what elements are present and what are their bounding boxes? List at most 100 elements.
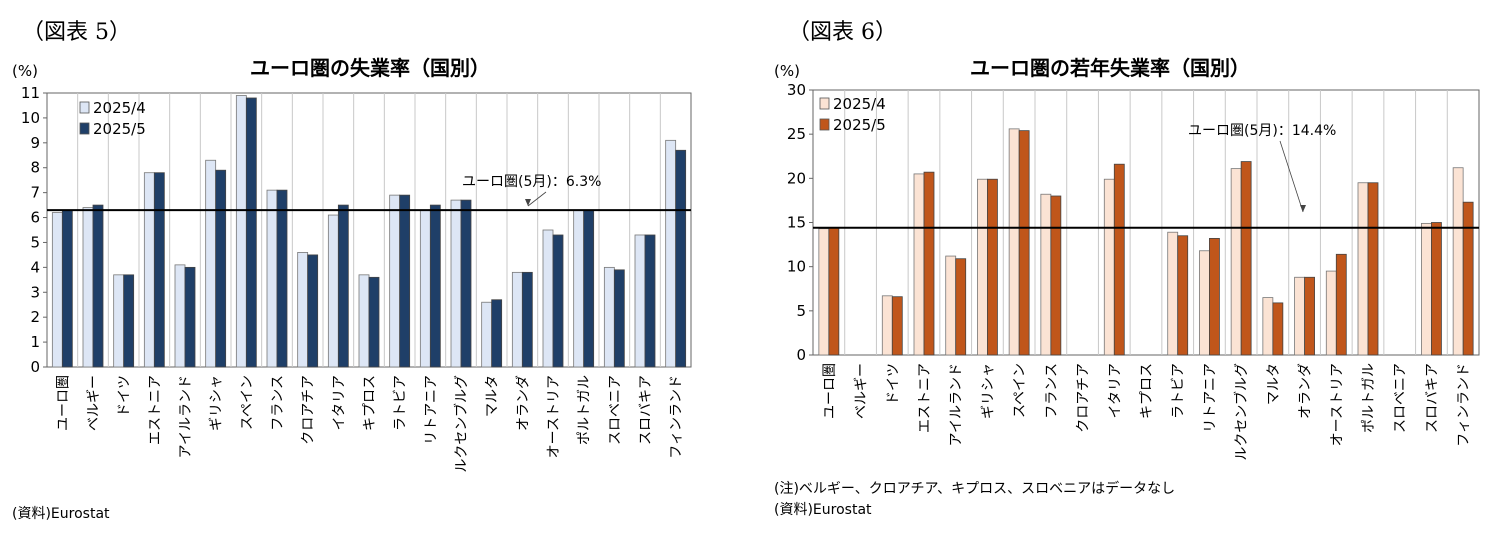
bar-2025-4-14 [1262,297,1274,356]
bar-2025-5-14 [491,299,503,368]
category-label: イタリア [1107,363,1123,418]
bar-2025-5-5 [987,178,998,356]
bar-2025-5-10 [368,276,380,368]
bar-2025-4-0 [818,228,830,356]
bar-2025-4-2 [881,295,893,356]
bar-2025-5-0 [828,227,840,356]
bar-2025-5-12 [1209,237,1220,356]
legend-label: 2025/5 [833,116,886,134]
bar-2025-4-2 [113,274,125,368]
bar-2025-5-15 [521,271,533,368]
bar-2025-5-19 [1431,222,1442,356]
category-label: マルタ [1266,363,1282,405]
bar-2025-4-3 [143,172,155,368]
bar-2025-5-4 [184,266,196,368]
category-label: ポルトガル [577,375,593,445]
bar-2025-5-12 [429,204,441,368]
category-label: スペイン [1012,363,1028,418]
bar-2025-4-12 [1199,250,1210,356]
reference-line-label: ユーロ圏(5月)：14.4% [1188,123,1336,139]
bar-2025-4-15 [511,271,523,368]
bar-2025-5-15 [1304,276,1315,356]
bar-2025-5-0 [61,209,73,368]
y-tick-label: 15 [787,214,806,232]
bar-2025-4-15 [1294,276,1305,356]
youth-unemployment-bar-chart: 0 5 10 15 20 25 30 ユーロ圏(5月)：14.4% 2025/4 2025/5 ユー… [787,81,1480,461]
chart-panel-unemployment: （図表 5） ユーロ圏の失業率（国別） (%) 0 1 2 3 4 5 6 7 8 9 10 11 ユー… [0,0,740,544]
bar-2025-5-20 [675,149,687,368]
source-note: (資料)Eurostat [774,502,872,518]
category-label: ルクセンブルグ [1233,363,1250,461]
bar-2025-5-6 [1018,130,1030,356]
bar-2025-4-20 [1452,167,1464,356]
chart-title: ユーロ圏の若年失業率（国別） [970,56,1250,80]
category-label: オーストリア [1329,363,1345,446]
bar-2025-5-7 [276,189,288,368]
category-label: ポルトガル [1361,363,1377,433]
category-label: オーストリア [546,375,562,458]
category-label: キプロス [1139,363,1155,419]
bar-2025-4-8 [297,252,309,368]
y-tick-label: 10 [787,258,806,276]
category-label: ベルギー [86,375,102,431]
y-tick-label: 0 [796,346,806,364]
bar-2025-4-4 [174,264,186,368]
bar-2025-4-7 [1040,193,1052,356]
bar-2025-4-9 [327,214,339,368]
bar-2025-4-1 [82,207,94,368]
y-tick-label: 8 [30,159,40,177]
bar-2025-4-6 [235,95,247,368]
bar-2025-5-9 [1113,163,1125,356]
data-note: (注)ベルギー、クロアチア、キプロス、スロベニアはデータなし [774,481,1176,497]
bar-2025-5-14 [1272,302,1284,356]
y-tick-label: 0 [30,358,40,376]
bar-2025-5-6 [245,97,257,368]
y-tick-label: 20 [787,169,806,187]
category-label: ユーロ圏 [822,363,838,419]
category-label: キプロス [362,375,378,431]
y-tick-label: 30 [787,81,806,99]
bar-2025-5-16 [552,234,564,368]
bar-2025-5-4 [955,258,967,356]
bar-2025-5-2 [891,296,903,356]
category-label: クロアチア [1076,363,1092,433]
bar-2025-5-1 [92,204,104,368]
category-label: ラトビア [393,375,409,431]
y-tick-label: 5 [30,233,40,251]
legend-label: 2025/5 [93,120,146,138]
bar-2025-4-12 [419,209,431,368]
category-label: クロアチア [301,375,317,445]
bar-2025-4-11 [389,194,401,368]
y-tick-label: 10 [21,109,40,127]
legend-swatch [79,122,90,135]
category-label: ドイツ [117,375,133,417]
figure-label: （図表 6） [788,20,897,45]
bar-2025-5-18 [613,269,625,368]
annotation-leader [527,191,547,207]
category-label: リトアニア [423,375,439,445]
category-label: エストニア [917,363,933,433]
category-label: ギリシャ [980,363,996,419]
bar-2025-4-5 [977,178,988,356]
category-label: フランス [270,375,286,431]
plot-area [812,89,1480,356]
bar-2025-5-11 [399,194,411,368]
bar-2025-5-8 [307,254,319,368]
bar-2025-4-7 [266,189,278,368]
unemployment-bar-chart: 0 1 2 3 4 5 6 7 8 9 10 11 ユーロ圏(5月)：6.3% 2025/4 2025/5 ユ… [21,84,692,473]
bar-2025-4-16 [1325,270,1337,356]
y-axis-unit: (%) [774,62,800,80]
bar-2025-4-13 [1230,168,1242,356]
bar-2025-4-14 [481,301,493,368]
source-note: (資料)Eurostat [12,506,110,522]
bar-2025-4-10 [358,274,370,368]
annotation-leader [1279,140,1304,213]
category-label: ラトビア [1171,363,1187,419]
category-label: スロベニア [607,375,623,445]
y-tick-label: 7 [30,184,40,202]
y-tick-label: 11 [21,84,40,102]
y-tick-label: 9 [30,134,40,152]
y-tick-label: 25 [787,125,806,143]
y-tick-label: 3 [30,283,40,301]
bar-2025-5-9 [337,204,349,368]
